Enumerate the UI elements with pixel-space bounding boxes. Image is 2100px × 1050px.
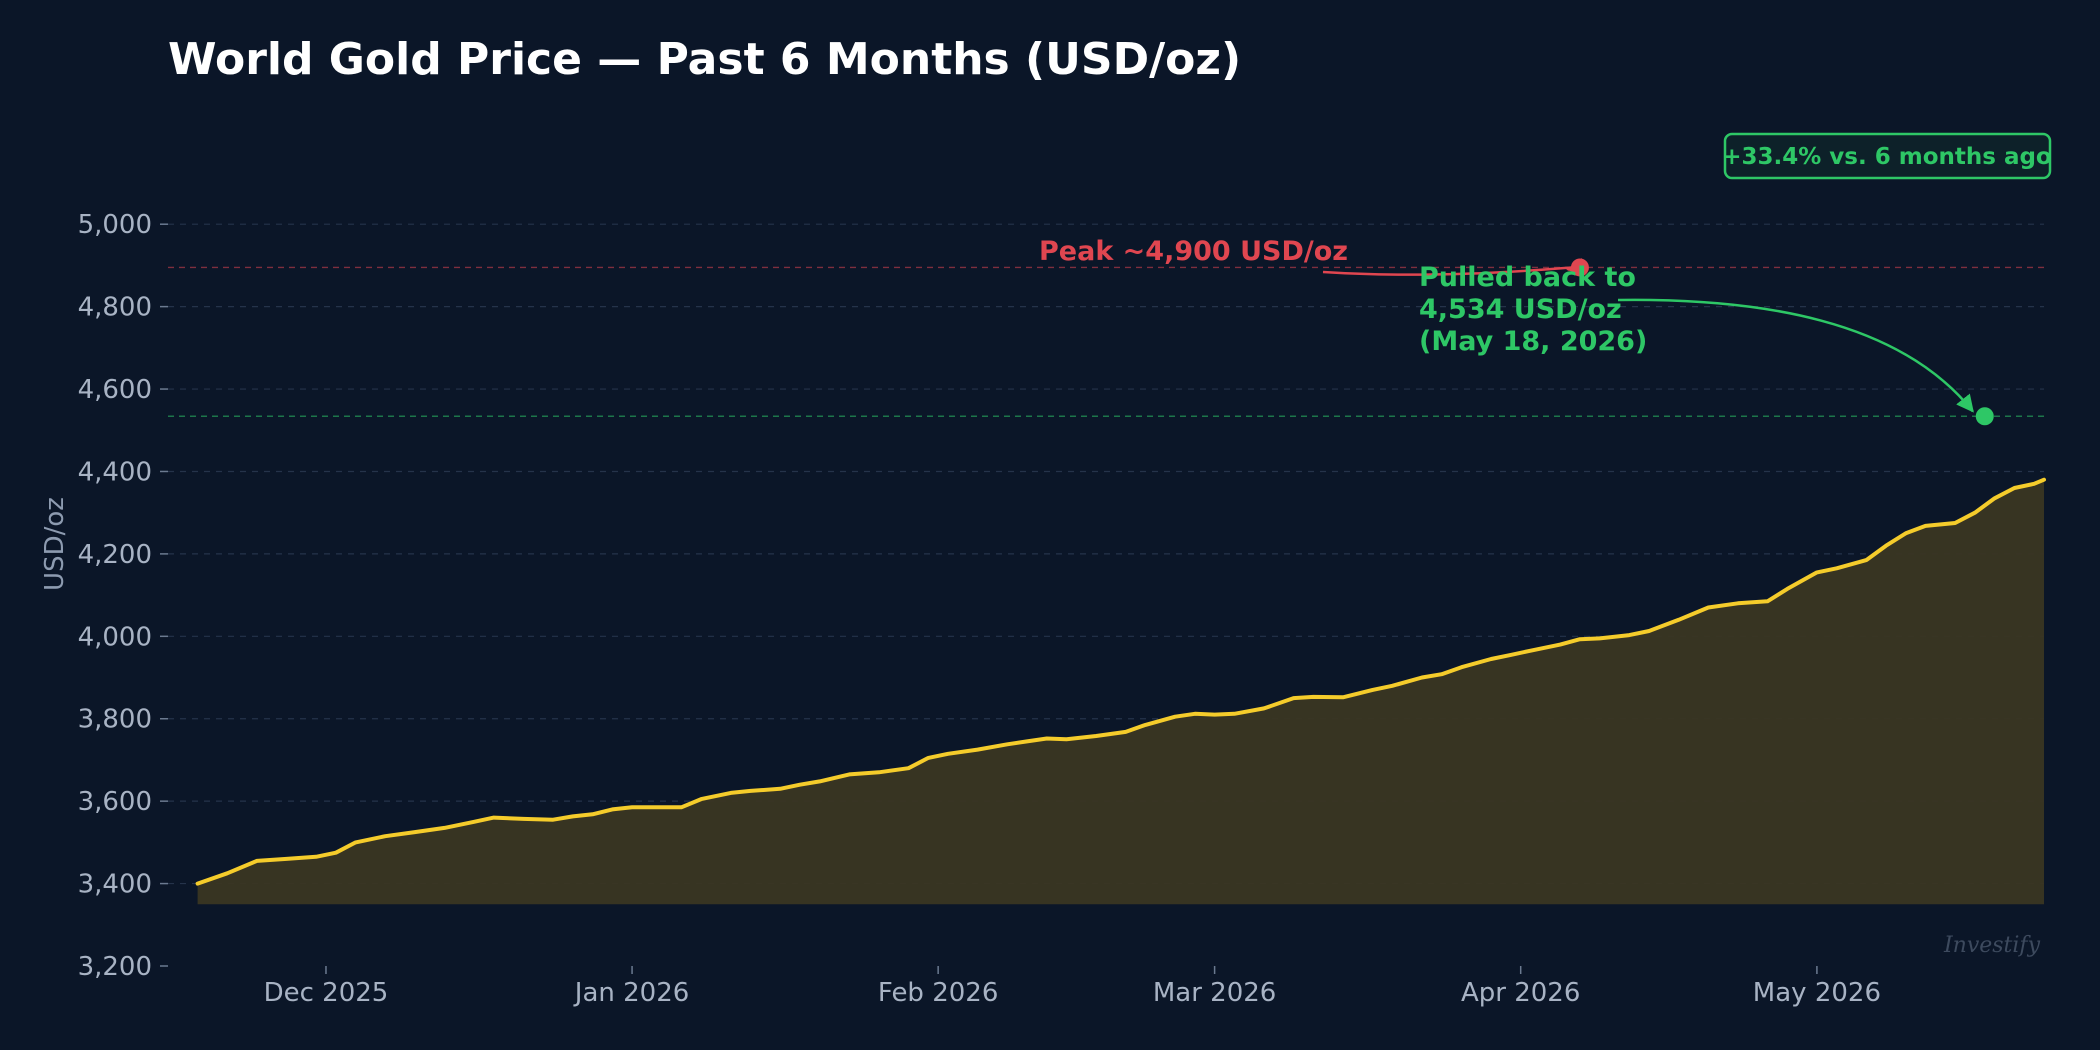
y-axis-label: USD/oz	[40, 497, 70, 591]
latest-label-line: Pulled back to	[1419, 262, 1636, 293]
y-tick-label: 3,400	[78, 870, 152, 900]
y-tick-label: 3,800	[78, 705, 152, 735]
x-tick-label: Jan 2026	[573, 978, 690, 1008]
x-axis-ticks: Dec 2025 Jan 2026 Feb 2026 Mar 2026 Apr 2026…	[264, 966, 1881, 1008]
y-tick-label: 5,000	[78, 210, 152, 240]
price-line	[195, 477, 2046, 886]
peak-marker	[1570, 258, 1589, 277]
y-tick-label: 4,000	[78, 622, 152, 652]
y-tick-label: 4,600	[78, 375, 152, 405]
y-axis-ticks: 3,200 3,400 3,600 3,800 4,000 4,200 4,400 4,600…	[78, 210, 168, 982]
x-tick-label: Feb 2026	[878, 978, 998, 1008]
x-tick-label: Mar 2026	[1153, 978, 1277, 1008]
latest-label-line: (May 18, 2026)	[1419, 326, 1647, 357]
x-tick-label: Apr 2026	[1461, 978, 1580, 1008]
watermark: Investify	[1943, 933, 2041, 958]
y-tick-label: 4,400	[78, 457, 152, 487]
price-series	[195, 477, 2046, 905]
annotations: Peak ~4,900 USD/oz Pulled back to 4,534 US…	[1039, 132, 2052, 426]
x-tick-label: May 2026	[1753, 978, 1881, 1008]
change-badge	[1723, 132, 2052, 180]
latest-arrow	[1617, 298, 1974, 413]
reference-lines	[168, 266, 2044, 417]
price-area	[197, 479, 2045, 905]
y-tick-label: 4,800	[78, 293, 152, 323]
latest-marker	[1975, 407, 1994, 426]
y-tick-label: 3,600	[78, 787, 152, 817]
chart-title: World Gold Price — Past 6 Months (USD/oz…	[168, 34, 1241, 85]
y-tick-label: 3,200	[78, 952, 152, 982]
peak-label: Peak ~4,900 USD/oz	[1039, 236, 1348, 267]
change-badge-text: +33.4% vs. 6 months ago	[1722, 144, 2052, 170]
latest-label: Pulled back to 4,534 USD/oz (May 18, 2026)	[1419, 262, 1647, 357]
x-tick-label: Dec 2025	[264, 978, 389, 1008]
y-tick-label: 4,200	[78, 540, 152, 570]
latest-label-line: 4,534 USD/oz	[1419, 294, 1622, 325]
